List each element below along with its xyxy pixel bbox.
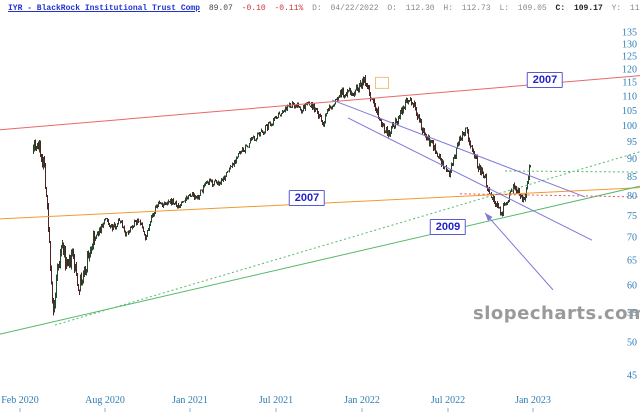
y-axis-tick-label: 120 — [622, 64, 637, 75]
x-axis-tick-label: Jan 2022 — [344, 395, 380, 406]
price-change-pct: -0.11% — [274, 4, 304, 13]
y-axis-tick-label: 50 — [627, 338, 637, 349]
channel-lower-purple[interactable] — [347, 117, 593, 241]
y-axis-tick-label: 95 — [627, 137, 637, 148]
annotation-2007-lower[interactable]: 2007 — [288, 190, 326, 207]
x-axis-tick-label: Jan 2023 — [515, 395, 551, 406]
y-axis-tick-label: 100 — [622, 121, 637, 132]
date-label: D: — [312, 4, 322, 13]
annotation-2007-upper[interactable]: 2007 — [526, 72, 564, 89]
y-axis-tick-label: 90 — [627, 154, 637, 165]
y-axis-tick-label: 85 — [627, 172, 637, 183]
y-axis-tick-label: 115 — [622, 78, 637, 89]
y-axis-tick-label: 130 — [622, 39, 637, 50]
low-value: 109.05 — [517, 4, 547, 13]
watermark: slopecharts.com — [473, 303, 640, 324]
y-axis-tick-label: 55 — [627, 308, 637, 319]
x-axis-tick-label: Jul 2021 — [259, 395, 293, 406]
projection-arrow-purple[interactable] — [484, 212, 554, 291]
x-axis-tick-label: Aug 2020 — [85, 395, 125, 406]
support-dotted-red[interactable] — [459, 193, 640, 198]
y-axis-tick-label: 135 — [622, 28, 637, 39]
quote-bar: IYR - BlackRock Institutional Trust Comp… — [8, 4, 640, 13]
year-high-value: 118.40 — [629, 4, 640, 13]
candles-up — [33, 76, 531, 313]
year-high-label: Y: — [611, 4, 622, 13]
x-axis-tick-label: Jan 2021 — [172, 395, 208, 406]
projection-arrow-purple-arrowhead — [485, 213, 493, 221]
annotation-2009[interactable]: 2009 — [429, 219, 467, 236]
date-value: 04/22/2022 — [330, 4, 379, 13]
close-label: C: — [555, 4, 566, 13]
y-axis-tick-label: 60 — [627, 281, 637, 292]
y-axis-tick-label: 125 — [622, 52, 637, 63]
x-axis-tick-label: Feb 2020 — [1, 395, 39, 406]
y-axis-tick-label: 70 — [627, 233, 637, 244]
price-change: -0.10 — [241, 4, 266, 13]
trendline-covid-low-dotted[interactable] — [54, 151, 640, 326]
open-label: O: — [387, 4, 397, 13]
ticker-link[interactable]: IYR - BlackRock Institutional Trust Comp — [8, 4, 201, 13]
open-value: 112.30 — [405, 4, 435, 13]
y-axis-tick-label: 105 — [622, 106, 637, 117]
square-marker[interactable] — [375, 76, 389, 89]
low-label: L: — [499, 4, 510, 13]
x-axis-tick-label: Jul 2022 — [431, 395, 465, 406]
y-axis-tick-label: 80 — [627, 191, 637, 202]
y-axis-tick-label: 65 — [627, 256, 637, 267]
channel-upper-purple[interactable] — [331, 99, 586, 198]
y-axis-tick-label: 45 — [627, 370, 637, 381]
resistance-dotted-green[interactable] — [504, 170, 640, 173]
high-label: H: — [443, 4, 454, 13]
y-axis-tick-label: 110 — [622, 91, 637, 102]
y-axis-tick-label: 75 — [627, 211, 637, 222]
close-value: 109.17 — [573, 4, 603, 13]
high-value: 112.73 — [461, 4, 491, 13]
candles-down — [35, 75, 525, 316]
last-price: 89.07 — [208, 4, 233, 13]
